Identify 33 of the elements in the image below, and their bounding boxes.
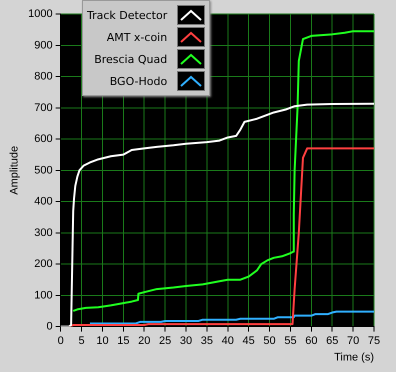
x-tick-label: 45	[242, 335, 255, 348]
x-tick-label: 70	[346, 335, 360, 348]
x-tick-label: 75	[368, 335, 380, 348]
y-tick-label: 300	[34, 226, 53, 239]
x-tick-label: 15	[117, 335, 130, 348]
legend-label: BGO-Hodo	[110, 74, 168, 88]
y-tick-label: 400	[34, 196, 53, 208]
x-tick-label: 20	[138, 335, 150, 348]
y-tick-label: 1000	[28, 8, 53, 20]
y-tick-label: 800	[34, 70, 53, 83]
x-tick-label: 0	[58, 335, 64, 348]
x-tick-label: 10	[96, 335, 109, 348]
x-tick-label: 5	[78, 335, 85, 348]
y-tick-label: 700	[34, 102, 53, 114]
legend-label: Track Detector	[87, 8, 168, 22]
x-tick-label: 60	[305, 335, 318, 348]
x-tick-label: 65	[326, 335, 338, 348]
x-axis-title: Time (s)	[334, 351, 374, 364]
x-tick-label: 50	[263, 335, 276, 348]
x-tick-label: 55	[284, 335, 297, 348]
y-axis-title: Amplitude	[8, 146, 21, 195]
x-tick-label: 35	[200, 335, 214, 348]
legend-label: Brescia Quad	[94, 52, 168, 66]
y-tick-label: 500	[34, 164, 53, 176]
y-tick-label: 100	[34, 289, 53, 302]
y-tick-label: 900	[34, 39, 53, 52]
x-tick-label: 30	[180, 335, 192, 348]
y-tick-label: 200	[34, 258, 53, 270]
y-tick-label: 600	[34, 133, 53, 146]
y-tick-label: 0	[46, 320, 53, 333]
x-tick-label: 25	[158, 335, 172, 348]
legend-label: AMT x-coin	[106, 30, 168, 44]
x-tick-label: 40	[222, 335, 234, 348]
